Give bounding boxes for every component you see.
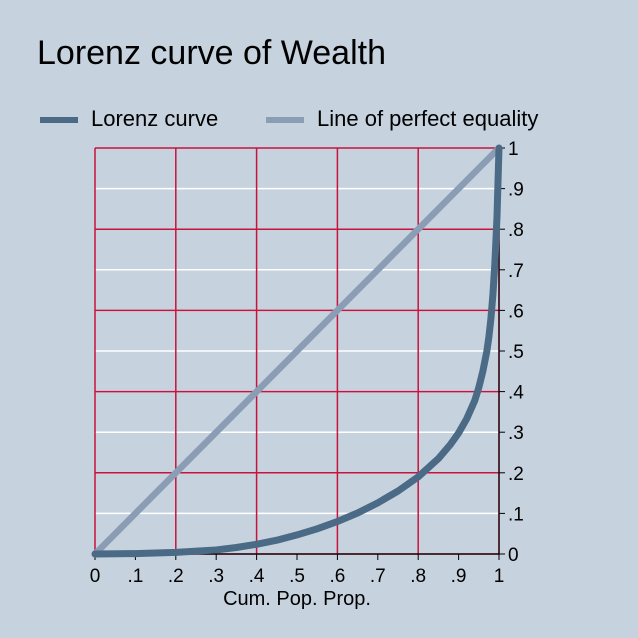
- legend-swatch-lorenz-curve: [40, 117, 78, 123]
- x-tick-label: .7: [370, 566, 386, 587]
- x-axis-title: Cum. Pop. Prop.: [223, 588, 371, 610]
- x-tick-label: .1: [127, 566, 143, 587]
- y-tick-label: .9: [508, 180, 524, 201]
- x-tick-label: .8: [410, 566, 426, 587]
- y-tick-label: .6: [508, 301, 524, 322]
- y-tick-label: .4: [508, 383, 524, 404]
- legend-label-line-of-perfect-equality: Line of perfect equality: [317, 106, 539, 131]
- series-line-lorenz-curve: [91, 144, 503, 558]
- x-tick-label: .6: [329, 566, 345, 587]
- x-tick-label: .4: [249, 566, 265, 587]
- y-tick-label: .5: [508, 342, 524, 363]
- y-tick-label: .2: [508, 464, 524, 485]
- y-tick-label: .1: [508, 504, 524, 525]
- y-tick-label: .8: [508, 220, 524, 241]
- legend-swatch-line-of-perfect-equality: [266, 117, 304, 123]
- chart-title: Lorenz curve of Wealth: [37, 34, 386, 72]
- y-tick-label: .3: [508, 423, 524, 444]
- x-tick-label: 0: [90, 566, 101, 587]
- x-tick-label: .2: [168, 566, 184, 587]
- y-tick-label: .7: [508, 261, 524, 282]
- x-tick-label: .5: [289, 566, 305, 587]
- series-line-line-of-perfect-equality: [91, 144, 503, 558]
- y-tick-label: 0: [508, 545, 519, 566]
- y-tick-label: 1: [508, 139, 519, 160]
- x-tick-label: .3: [208, 566, 224, 587]
- x-tick-label: 1: [494, 566, 505, 587]
- x-tick-label: .9: [451, 566, 467, 587]
- legend-label-lorenz-curve: Lorenz curve: [91, 106, 219, 131]
